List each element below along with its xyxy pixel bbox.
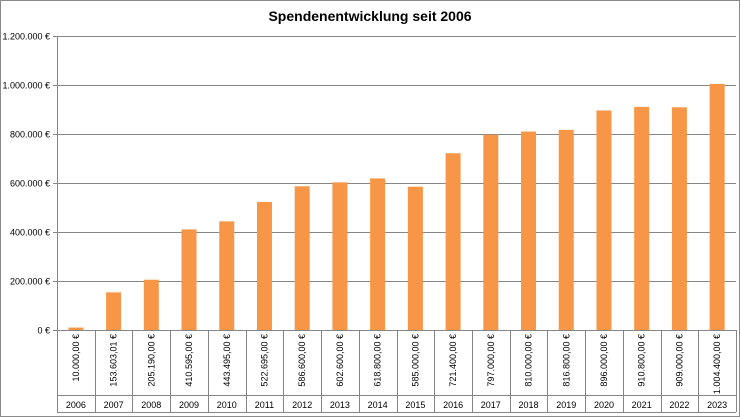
category-label: 2009 — [179, 400, 199, 410]
bar — [256, 201, 272, 330]
category-label: 2015 — [405, 400, 425, 410]
chart-title: Spendenentwicklung seit 2006 — [268, 8, 472, 24]
value-label: 602.600,00 € — [335, 334, 345, 387]
category-label: 2018 — [519, 400, 539, 410]
bar — [332, 182, 348, 330]
value-label: 816.800,00 € — [561, 334, 571, 387]
category-label: 2017 — [481, 400, 501, 410]
y-tick-label: 0 € — [37, 326, 50, 336]
y-tick-label: 200.000 € — [10, 277, 50, 287]
bar — [709, 83, 725, 330]
category-label: 2016 — [443, 400, 463, 410]
y-tick-label: 1.000.000 € — [2, 81, 50, 91]
y-tick-label: 1.200.000 € — [2, 32, 50, 42]
bar — [294, 186, 310, 330]
value-label: 896.000,00 € — [599, 334, 609, 387]
value-label: 721.400,00 € — [448, 334, 458, 387]
category-label: 2020 — [594, 400, 614, 410]
y-tick-label: 800.000 € — [10, 130, 50, 140]
bar — [445, 153, 461, 330]
category-label: 2010 — [217, 400, 237, 410]
value-label: 410.595,00 € — [184, 334, 194, 387]
bar — [558, 129, 574, 330]
value-label: 810.000,00 € — [524, 334, 534, 387]
category-label: 2021 — [632, 400, 652, 410]
category-label: 2007 — [104, 400, 124, 410]
value-label: 153.603,01 € — [109, 334, 119, 387]
category-label: 2006 — [66, 400, 86, 410]
category-label: 2012 — [292, 400, 312, 410]
bar — [68, 327, 84, 330]
category-label: 2014 — [368, 400, 388, 410]
value-label: 443.495,00 € — [222, 334, 232, 387]
value-label: 797.000,00 € — [486, 334, 496, 387]
value-label: 585.000,00 € — [410, 334, 420, 387]
bar — [370, 178, 386, 330]
value-label: 909.000,00 € — [674, 334, 684, 387]
category-label: 2011 — [255, 400, 274, 410]
category-label: 2019 — [556, 400, 576, 410]
y-tick-label: 400.000 € — [10, 228, 50, 238]
value-label: 586.600,00 € — [297, 334, 307, 387]
value-label: 205.190,00 € — [146, 334, 156, 387]
bar — [521, 131, 537, 330]
bar — [181, 229, 197, 330]
bar — [634, 106, 650, 330]
category-label: 2013 — [330, 400, 350, 410]
bar — [219, 221, 235, 330]
value-label: 1.004.400,00 € — [712, 334, 722, 394]
category-label: 2022 — [669, 400, 689, 410]
y-tick-label: 600.000 € — [10, 179, 50, 189]
category-label: 2023 — [707, 400, 727, 410]
value-label: 522.695,00 € — [259, 334, 269, 387]
bar — [407, 186, 423, 330]
bar — [106, 292, 122, 330]
category-label: 2008 — [141, 400, 161, 410]
bar — [671, 107, 687, 330]
bar — [483, 134, 499, 330]
value-label: 618.800,00 € — [373, 334, 383, 387]
value-label: 910.800,00 € — [637, 334, 647, 387]
value-label: 10.000,00 € — [71, 334, 81, 382]
bar — [596, 110, 612, 330]
bar — [143, 279, 159, 330]
